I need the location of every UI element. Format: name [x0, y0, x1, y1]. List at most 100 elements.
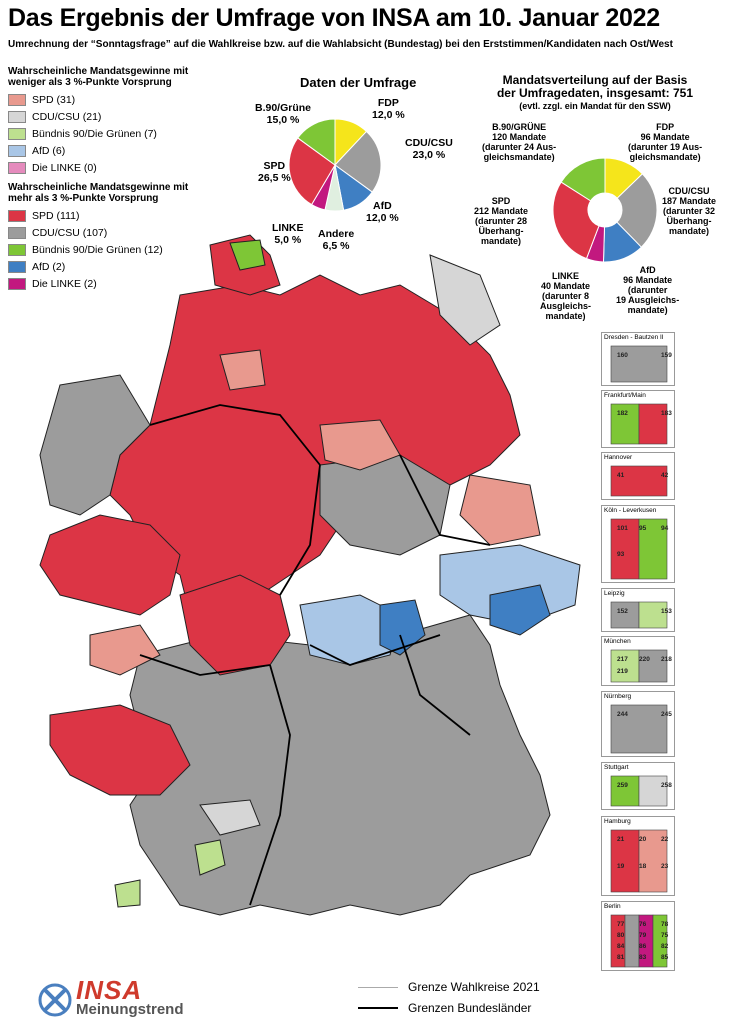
- region-east-afd: [489, 584, 551, 636]
- legend-strong-item: Die LINKE (2): [8, 275, 208, 292]
- poll-label-spd: SPD 26,5 %: [258, 160, 291, 184]
- inset-district-number: 78: [661, 921, 669, 928]
- seat-label-line: Ausgleichs-: [540, 301, 592, 311]
- seat-label-line: mandate): [545, 311, 586, 321]
- inset-hannover: Hannover 41 42: [601, 452, 675, 500]
- seat-label-line: (darunter 28: [475, 216, 528, 226]
- seat-label-line: (darunter 8: [542, 291, 590, 301]
- inset-district-number: 259: [617, 782, 628, 789]
- region-spd-light-1: [319, 419, 401, 471]
- poll-label-party: CDU/CSU: [405, 137, 453, 149]
- seat-label-line: 96 Mandate: [623, 275, 673, 285]
- legend-weak-label: CDU/CSU (21): [32, 110, 102, 123]
- border-legend: Grenze Wahlkreise 2021 Grenzen Bundeslän…: [358, 978, 540, 1017]
- region-sh-green: [229, 239, 266, 271]
- poll-label-party: AfD: [373, 200, 392, 212]
- poll-label-value: 6,5 %: [322, 240, 350, 252]
- inset-dresden-bautzen-ii: Dresden - Bautzen II 160 159: [601, 332, 675, 386]
- legend-strong-label: AfD (2): [32, 260, 66, 273]
- inset-district-number: 101: [617, 525, 628, 532]
- seats-slice-cdu-csu: [616, 173, 658, 248]
- seat-label-b-90-gr-ne: B.90/GRÜNE 120 Mandate (darunter 24 Aus-gl…: [482, 122, 556, 162]
- legend-strong-item: SPD (111): [8, 207, 208, 224]
- legend-strong-list: SPD (111) CDU/CSU (107) Bündnis 90/Die Grü…: [8, 207, 208, 292]
- poll-pie-chart: [288, 118, 382, 212]
- seat-label-line: B.90/GRÜNE: [492, 122, 547, 132]
- seat-label-fdp: FDP 96 Mandate (darunter 19 Aus-gleichsman…: [628, 122, 702, 162]
- seat-label-line: LINKE: [552, 271, 579, 281]
- inset-district-number: 217: [617, 656, 628, 663]
- state-borders: [139, 404, 491, 906]
- inset-district-number: 20: [639, 836, 647, 843]
- legend-weak-item: AfD (6): [8, 142, 208, 159]
- inset-caption: Dresden - Bautzen II: [604, 334, 664, 341]
- seat-label-line: Überhang-: [478, 226, 524, 236]
- thin-line-sample: [358, 986, 398, 988]
- inset-district: [638, 649, 668, 683]
- legend-weak-swatch: [8, 93, 26, 106]
- inset-caption: Frankfurt/Main: [604, 392, 646, 399]
- seat-label-line: gleichsmandate): [483, 152, 555, 162]
- inset-district-number: 42: [661, 472, 669, 479]
- seat-label-spd: SPD 212 Mandate (darunter 28 Überhang-manda…: [474, 196, 528, 246]
- inset-n-rnberg: Nürnberg 244 245: [601, 691, 675, 757]
- inset-stuttgart: Stuttgart 259 258: [601, 762, 675, 810]
- region-nrw: [39, 514, 181, 616]
- inset-district-number: 75: [661, 932, 669, 939]
- region-cdu-light-2: [199, 799, 261, 836]
- inset-district-number: 183: [661, 410, 672, 417]
- region-southwest-spd: [49, 704, 191, 796]
- legend-weak-item: SPD (31): [8, 91, 208, 108]
- inset-map: 101 95 94 93: [610, 518, 669, 580]
- seat-label-line: CDU/CSU: [668, 186, 710, 196]
- page-title: Das Ergebnis der Umfrage von INSA am 10.…: [8, 4, 660, 32]
- seat-label-line: mandate): [627, 305, 668, 315]
- inset-district-number: 77: [617, 921, 625, 928]
- inset-district: [610, 403, 640, 445]
- inset-district: [638, 829, 668, 893]
- poll-label-b-90-gr-ne: B.90/Grüne 15,0 %: [255, 102, 311, 126]
- inset-caption: München: [604, 638, 631, 645]
- legend-weak-list: SPD (31) CDU/CSU (21) Bündnis 90/Die Grüne…: [8, 91, 208, 176]
- legend-weak-swatch: [8, 110, 26, 123]
- legend-strong-item: CDU/CSU (107): [8, 224, 208, 241]
- seats-slice-spd: [552, 181, 600, 260]
- inset-map: 182 183: [610, 403, 672, 445]
- inset-district: [610, 704, 668, 754]
- inset-hamburg: Hamburg 21 20 22 19 18 23: [601, 816, 675, 896]
- legend: Wahrscheinliche Mandatsgewinne mit wenig…: [8, 66, 208, 292]
- legend-strong-label: CDU/CSU (107): [32, 226, 108, 239]
- seats-slice-b-90-gr-ne: [560, 157, 606, 202]
- poll-label-value: 12,0 %: [366, 212, 399, 224]
- inset-district-number: 21: [617, 836, 625, 843]
- legend-weak-heading: Wahrscheinliche Mandatsgewinne mit wenig…: [8, 66, 189, 88]
- poll-label-linke: LINKE 5,0 %: [272, 222, 304, 246]
- inset-district: [638, 518, 668, 580]
- seat-label-line: 187 Mandate: [662, 196, 717, 206]
- legend-strong-item: AfD (2): [8, 258, 208, 275]
- inset-caption: Stuttgart: [604, 764, 629, 771]
- border-legend-bundeslaender: Grenzen Bundesländer: [358, 999, 540, 1017]
- seats-note: (evtl. zzgl. ein Mandat für den SSW): [519, 101, 671, 111]
- border-legend-wahlkreise-label: Grenze Wahlkreise 2021: [408, 980, 540, 994]
- inset-district-number: 160: [617, 352, 628, 359]
- seat-label-line: AfD: [639, 265, 656, 275]
- poll-label-party: B.90/Grüne: [255, 102, 312, 114]
- poll-label-party: Andere: [318, 228, 355, 240]
- inset-district-number: 258: [661, 782, 672, 789]
- inset-district-number: 82: [661, 943, 669, 950]
- seat-label-line: 120 Mandate: [492, 132, 547, 142]
- logo-sub-text: Meinungstrend: [76, 1001, 184, 1018]
- inset-district-number: 41: [617, 472, 625, 479]
- inset-district: [610, 601, 640, 629]
- seat-label-afd: AfD 96 Mandate (darunter 19 Ausgleichs-mand…: [616, 265, 679, 315]
- legend-weak-swatch: [8, 144, 26, 157]
- legend-strong-heading: Wahrscheinliche Mandatsgewinne mit mehr …: [8, 182, 189, 204]
- inset-map: 41 42: [610, 465, 669, 497]
- inset-caption: Leipzig: [604, 590, 625, 597]
- inset-district-number: 79: [639, 932, 647, 939]
- seat-label-line: 212 Mandate: [474, 206, 529, 216]
- seats-heading: Mandatsverteilung auf der Basis der Umfr…: [470, 74, 720, 113]
- legend-strong-item: Bündnis 90/Die Grünen (12): [8, 241, 208, 258]
- inset-district-number: 18: [639, 863, 647, 870]
